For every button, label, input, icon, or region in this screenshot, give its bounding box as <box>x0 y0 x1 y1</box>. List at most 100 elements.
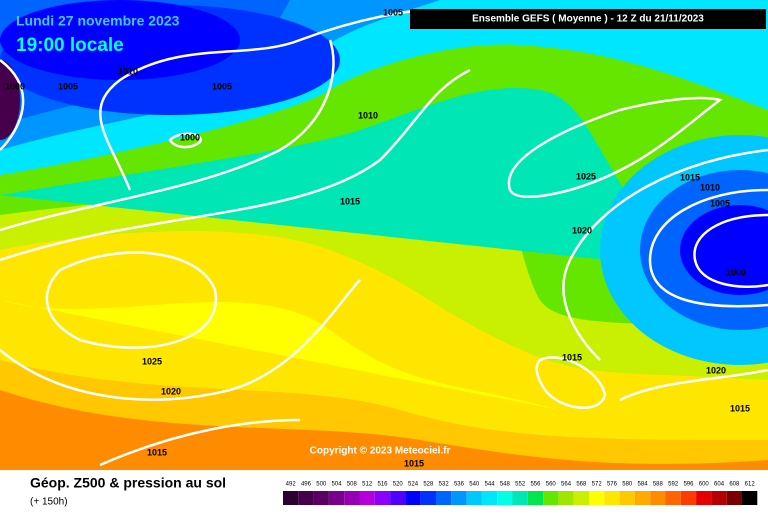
scale-label: 508 <box>347 482 358 488</box>
scale-swatch <box>512 491 528 505</box>
scale-label: 560 <box>546 482 557 488</box>
scale-label: 608 <box>729 482 740 488</box>
isobar-label: 1010 <box>118 66 138 76</box>
legend-subtitle: (+ 150h) <box>30 497 68 508</box>
isobar-label: 1015 <box>562 352 582 362</box>
copyright: Copyright © 2023 Meteociel.fr <box>310 446 451 457</box>
legend-title: Géop. Z500 & pression au sol <box>30 475 226 491</box>
scale-label: 600 <box>699 482 710 488</box>
scale-swatch <box>604 491 620 505</box>
isobar-label: 1025 <box>142 356 162 366</box>
isobar <box>562 148 768 361</box>
scale-label: 532 <box>439 482 450 488</box>
scale-swatch <box>436 491 452 505</box>
isobar-label: 1010 <box>358 110 378 120</box>
scale-swatch <box>696 491 712 505</box>
scale-swatch <box>527 491 544 505</box>
field-band <box>0 60 20 140</box>
scale-swatch <box>390 491 406 505</box>
scale-label: 544 <box>485 482 496 488</box>
isobar-label: 1020 <box>572 225 592 235</box>
scale-swatch <box>466 491 482 505</box>
scale-swatch <box>497 491 513 505</box>
scale-label: 540 <box>469 482 480 488</box>
scale-label: 504 <box>332 482 343 488</box>
isobar <box>619 368 768 402</box>
isobar-label: 1005 <box>710 198 730 208</box>
scale-label: 568 <box>576 482 587 488</box>
scale-swatch <box>680 491 697 505</box>
scale-swatch <box>634 491 651 505</box>
scale-label: 536 <box>454 482 465 488</box>
scale-label: 512 <box>362 482 373 488</box>
scale-label: 580 <box>622 482 633 488</box>
scale-swatch <box>619 491 635 505</box>
scale-label: 496 <box>301 482 312 488</box>
scale-label: 520 <box>393 482 404 488</box>
scale-swatch <box>711 491 727 505</box>
scale-swatch <box>726 491 742 505</box>
isobars <box>0 8 768 467</box>
isobar-label: 1015 <box>404 458 424 468</box>
scale-label: 604 <box>714 482 725 488</box>
scale-label: 500 <box>316 482 327 488</box>
scale-label: 592 <box>668 482 679 488</box>
isobar <box>168 132 202 149</box>
isobar-label: 1000 <box>180 132 200 142</box>
isobar <box>535 356 607 409</box>
scale-label: 572 <box>592 482 603 488</box>
isobar <box>99 418 301 467</box>
header-box <box>410 9 766 29</box>
time: 19:00 locale <box>16 35 124 56</box>
isobar-label: 1015 <box>730 403 750 413</box>
isobar-label: 1005 <box>58 81 78 91</box>
isobar <box>0 39 335 232</box>
field-band <box>0 0 240 80</box>
isobar-label: 1015 <box>340 196 360 206</box>
scale-swatch <box>665 491 681 505</box>
scale-label: 612 <box>745 482 756 488</box>
isobar <box>0 68 471 262</box>
scale-swatch <box>650 491 666 505</box>
scale-label: 584 <box>638 482 649 488</box>
date: Lundi 27 novembre 2023 <box>16 13 180 29</box>
isobar <box>0 279 361 401</box>
scale-swatch <box>328 491 345 505</box>
scale-swatch <box>451 491 467 505</box>
color-scale: 492 496 500 504 508 512 516 520 524 528 532 536 540 5… <box>283 482 758 505</box>
isobar-label: 1000 <box>5 81 25 91</box>
scale-label: 524 <box>408 482 419 488</box>
isobar-label: 1020 <box>161 386 181 396</box>
scale-label: 576 <box>607 482 618 488</box>
scale-swatch <box>481 491 498 505</box>
isobar <box>0 59 25 151</box>
isobar <box>99 8 421 191</box>
scale-label: 528 <box>423 482 434 488</box>
scale-swatch <box>742 491 758 505</box>
scale-swatch <box>359 491 375 505</box>
isobar-label: 1005 <box>383 7 403 17</box>
scale-label: 548 <box>500 482 511 488</box>
scale-swatch <box>420 491 436 505</box>
isobar-label: 1010 <box>700 182 720 192</box>
scale-label: 492 <box>286 482 297 488</box>
scale-swatch <box>573 491 589 505</box>
isobar-label: 1020 <box>706 365 726 375</box>
field-band <box>0 300 560 410</box>
scale-swatch <box>405 491 421 505</box>
isobar <box>45 251 218 349</box>
scale-swatch <box>543 491 559 505</box>
model-info: Ensemble GEFS ( Moyenne ) - 12 Z du 21/1… <box>472 14 704 25</box>
scale-label: 516 <box>377 482 388 488</box>
geopotential-field <box>0 0 768 470</box>
isobar <box>693 213 768 288</box>
scale-swatch <box>589 491 605 505</box>
scale-swatch <box>313 491 329 505</box>
scale-label: 556 <box>530 482 541 488</box>
scale-label: 588 <box>653 482 664 488</box>
isobar-label: 1015 <box>680 172 700 182</box>
isobar-label: 1005 <box>212 81 232 91</box>
isobar <box>507 96 723 198</box>
